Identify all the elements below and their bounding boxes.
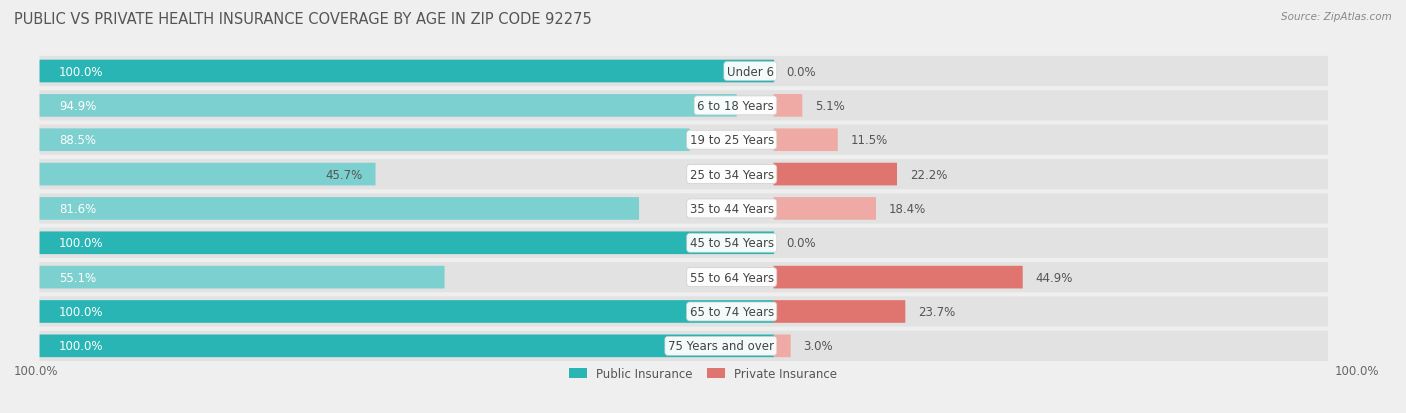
Text: 100.0%: 100.0% (14, 364, 59, 377)
Text: 3.0%: 3.0% (803, 339, 832, 352)
FancyBboxPatch shape (773, 95, 803, 117)
Text: 94.9%: 94.9% (59, 100, 97, 113)
FancyBboxPatch shape (39, 125, 1327, 155)
Text: PUBLIC VS PRIVATE HEALTH INSURANCE COVERAGE BY AGE IN ZIP CODE 92275: PUBLIC VS PRIVATE HEALTH INSURANCE COVER… (14, 12, 592, 27)
Text: 22.2%: 22.2% (910, 168, 948, 181)
FancyBboxPatch shape (39, 335, 775, 357)
Text: 75 Years and over: 75 Years and over (668, 339, 773, 352)
Text: 88.5%: 88.5% (59, 134, 96, 147)
Text: 23.7%: 23.7% (918, 305, 955, 318)
Text: 19 to 25 Years: 19 to 25 Years (689, 134, 773, 147)
FancyBboxPatch shape (39, 159, 1327, 190)
FancyBboxPatch shape (773, 335, 790, 357)
FancyBboxPatch shape (39, 266, 444, 289)
FancyBboxPatch shape (39, 228, 1327, 258)
Text: 55.1%: 55.1% (59, 271, 96, 284)
FancyBboxPatch shape (39, 95, 737, 117)
Text: 81.6%: 81.6% (59, 202, 97, 216)
Legend: Public Insurance, Private Insurance: Public Insurance, Private Insurance (564, 363, 842, 385)
FancyBboxPatch shape (39, 194, 1327, 224)
FancyBboxPatch shape (39, 57, 1327, 87)
Text: 18.4%: 18.4% (889, 202, 925, 216)
FancyBboxPatch shape (39, 262, 1327, 292)
FancyBboxPatch shape (39, 331, 1327, 361)
FancyBboxPatch shape (39, 61, 775, 83)
FancyBboxPatch shape (773, 266, 1022, 289)
Text: Source: ZipAtlas.com: Source: ZipAtlas.com (1281, 12, 1392, 22)
Text: 100.0%: 100.0% (59, 237, 104, 250)
Text: 65 to 74 Years: 65 to 74 Years (689, 305, 773, 318)
Text: 45 to 54 Years: 45 to 54 Years (690, 237, 773, 250)
FancyBboxPatch shape (39, 297, 1327, 327)
Text: 6 to 18 Years: 6 to 18 Years (697, 100, 773, 113)
Text: 100.0%: 100.0% (59, 339, 104, 352)
Text: 25 to 34 Years: 25 to 34 Years (690, 168, 773, 181)
FancyBboxPatch shape (39, 232, 775, 254)
Text: 0.0%: 0.0% (787, 65, 817, 78)
Text: 44.9%: 44.9% (1035, 271, 1073, 284)
FancyBboxPatch shape (773, 163, 897, 186)
FancyBboxPatch shape (39, 91, 1327, 121)
Text: 100.0%: 100.0% (59, 305, 104, 318)
Text: 35 to 44 Years: 35 to 44 Years (690, 202, 773, 216)
FancyBboxPatch shape (773, 129, 838, 152)
Text: 11.5%: 11.5% (851, 134, 887, 147)
Text: 55 to 64 Years: 55 to 64 Years (690, 271, 773, 284)
Text: Under 6: Under 6 (727, 65, 773, 78)
Text: 5.1%: 5.1% (815, 100, 845, 113)
FancyBboxPatch shape (39, 197, 638, 220)
Text: 45.7%: 45.7% (325, 168, 363, 181)
FancyBboxPatch shape (39, 300, 775, 323)
Text: 100.0%: 100.0% (1334, 364, 1379, 377)
FancyBboxPatch shape (773, 197, 876, 220)
FancyBboxPatch shape (39, 129, 690, 152)
FancyBboxPatch shape (773, 300, 905, 323)
Text: 0.0%: 0.0% (787, 237, 817, 250)
Text: 100.0%: 100.0% (59, 65, 104, 78)
FancyBboxPatch shape (39, 163, 375, 186)
